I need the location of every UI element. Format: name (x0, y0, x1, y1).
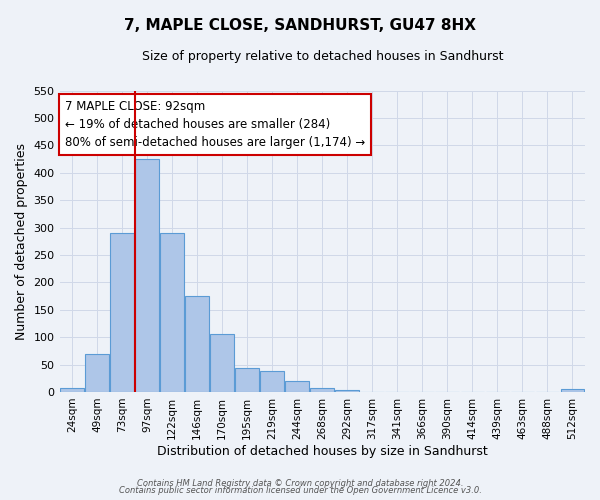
Bar (185, 296, 209, 392)
Text: 7, MAPLE CLOSE, SANDHURST, GU47 8HX: 7, MAPLE CLOSE, SANDHURST, GU47 8HX (124, 18, 476, 32)
Bar (210, 334, 234, 392)
Bar (85, 354, 109, 392)
Bar (60, 388, 84, 392)
Bar (286, 381, 309, 392)
Text: 7 MAPLE CLOSE: 92sqm
← 19% of detached houses are smaller (284)
80% of semi-deta: 7 MAPLE CLOSE: 92sqm ← 19% of detached h… (65, 100, 365, 148)
Bar (335, 390, 359, 392)
Y-axis label: Number of detached properties: Number of detached properties (15, 143, 28, 340)
Text: Contains public sector information licensed under the Open Government Licence v3: Contains public sector information licen… (119, 486, 481, 495)
Text: Contains HM Land Registry data © Crown copyright and database right 2024.: Contains HM Land Registry data © Crown c… (137, 478, 463, 488)
Bar (135, 159, 159, 392)
Bar (160, 233, 184, 392)
Bar (310, 388, 334, 392)
Bar (235, 368, 259, 392)
Bar (110, 233, 134, 392)
Bar (560, 389, 584, 392)
X-axis label: Distribution of detached houses by size in Sandhurst: Distribution of detached houses by size … (157, 444, 488, 458)
Title: Size of property relative to detached houses in Sandhurst: Size of property relative to detached ho… (142, 50, 503, 63)
Bar (260, 371, 284, 392)
